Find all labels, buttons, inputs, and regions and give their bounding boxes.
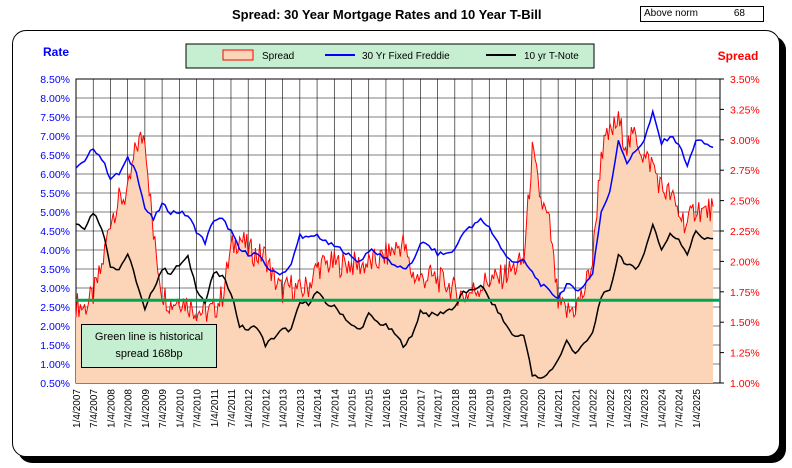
x-tick-label: 7/4/2015 — [365, 389, 376, 428]
left-tick-label: 5.00% — [40, 207, 70, 219]
right-tick-label: 1.25% — [730, 348, 760, 360]
x-tick-label: 1/4/2015 — [348, 389, 359, 428]
left-tick-label: 2.00% — [40, 321, 70, 333]
x-tick-label: 1/4/2024 — [657, 389, 668, 428]
above-norm-value: 68 — [733, 8, 745, 19]
right-tick-label: 2.25% — [730, 226, 760, 238]
left-tick-label: 1.00% — [40, 359, 70, 371]
left-tick-label: 4.50% — [40, 226, 70, 238]
x-tick-label: 7/4/2022 — [606, 389, 617, 428]
left-tick-label: 5.50% — [40, 188, 70, 200]
left-axis-title: Rate — [43, 45, 69, 59]
chart-title: Spread: 30 Year Mortgage Rates and 10 Ye… — [232, 7, 542, 22]
historical-spread-note: Green line is historical spread 168bp — [81, 324, 217, 368]
legend-swatch-spread — [222, 49, 254, 61]
x-tick-label: 1/4/2025 — [692, 389, 703, 428]
right-tick-label: 3.00% — [730, 135, 760, 147]
x-tick-label: 7/4/2010 — [193, 389, 204, 428]
legend-box — [185, 43, 595, 69]
x-tick-label: 1/4/2020 — [520, 389, 531, 428]
x-tick-label: 7/4/2017 — [434, 389, 445, 428]
left-tick-label: 1.50% — [40, 340, 70, 352]
x-tick-label: 7/4/2020 — [537, 389, 548, 428]
x-tick-label: 7/4/2011 — [227, 389, 238, 428]
x-tick-label: 1/4/2016 — [382, 389, 393, 428]
left-tick-label: 7.50% — [40, 112, 70, 124]
x-tick-label: 7/4/2024 — [675, 389, 686, 428]
right-tick-label: 1.75% — [730, 287, 760, 299]
spread-area — [76, 111, 714, 384]
left-tick-label: 7.00% — [40, 131, 70, 143]
mortgage-line — [75, 108, 714, 300]
above-norm-box: Above norm 68 — [640, 6, 764, 22]
right-tick-label: 2.50% — [730, 196, 760, 208]
above-norm-label: Above norm — [644, 8, 698, 19]
x-tick-label: 7/4/2014 — [330, 389, 341, 428]
right-tick-label: 1.00% — [730, 378, 760, 390]
tnote-line — [75, 212, 714, 379]
left-tick-label: 0.50% — [40, 378, 70, 390]
x-tick-label: 1/4/2013 — [279, 389, 290, 428]
x-tick-label: 1/4/2009 — [141, 389, 152, 428]
x-tick-label: 7/4/2008 — [124, 389, 135, 428]
x-tick-label: 7/4/2013 — [296, 389, 307, 428]
x-tick-label: 7/4/2023 — [640, 389, 651, 428]
left-tick-label: 4.00% — [40, 245, 70, 257]
x-tick-label: 7/4/2012 — [261, 389, 272, 428]
x-tick-label: 7/4/2018 — [468, 389, 479, 428]
right-tick-label: 3.50% — [730, 74, 760, 86]
x-tick-label: 1/4/2012 — [244, 389, 255, 428]
left-tick-label: 3.00% — [40, 283, 70, 295]
legend-label-spread: Spread — [262, 51, 294, 62]
right-tick-label: 2.00% — [730, 256, 760, 268]
note-line-1: Green line is historical — [94, 331, 204, 343]
note-line-2: spread 168bp — [115, 348, 183, 360]
x-tick-label: 1/4/2007 — [72, 389, 83, 428]
left-tick-label: 6.50% — [40, 150, 70, 162]
left-tick-label: 8.50% — [40, 74, 70, 86]
spread-line — [75, 111, 714, 322]
legend-label-tnote: 10 yr T-Note — [524, 51, 579, 62]
right-axis-title: Spread — [718, 49, 759, 63]
x-tick-label: 7/4/2007 — [89, 389, 100, 428]
left-tick-label: 6.00% — [40, 169, 70, 181]
x-tick-label: 7/4/2019 — [502, 389, 513, 428]
x-tick-label: 7/4/2016 — [399, 389, 410, 428]
left-tick-label: 3.50% — [40, 264, 70, 276]
x-tick-label: 1/4/2018 — [451, 389, 462, 428]
x-tick-label: 1/4/2017 — [416, 389, 427, 428]
x-tick-label: 7/4/2021 — [571, 389, 582, 428]
x-tick-label: 1/4/2019 — [485, 389, 496, 428]
left-tick-label: 2.50% — [40, 302, 70, 314]
left-tick-label: 8.00% — [40, 93, 70, 105]
x-tick-label: 1/4/2011 — [210, 389, 221, 428]
legend-label-mortgage: 30 Yr Fixed Freddie — [362, 51, 450, 62]
right-tick-label: 3.25% — [730, 104, 760, 116]
x-tick-label: 1/4/2022 — [589, 389, 600, 428]
x-tick-label: 1/4/2014 — [313, 389, 324, 428]
x-tick-label: 1/4/2021 — [554, 389, 565, 428]
x-tick-label: 1/4/2010 — [175, 389, 186, 428]
right-tick-label: 2.75% — [730, 165, 760, 177]
right-tick-label: 1.50% — [730, 317, 760, 329]
x-tick-label: 1/4/2008 — [106, 389, 117, 428]
x-tick-label: 1/4/2023 — [623, 389, 634, 428]
x-tick-label: 7/4/2009 — [158, 389, 169, 428]
legend: Spread 30 Yr Fixed Freddie 10 yr T-Note — [185, 43, 595, 69]
